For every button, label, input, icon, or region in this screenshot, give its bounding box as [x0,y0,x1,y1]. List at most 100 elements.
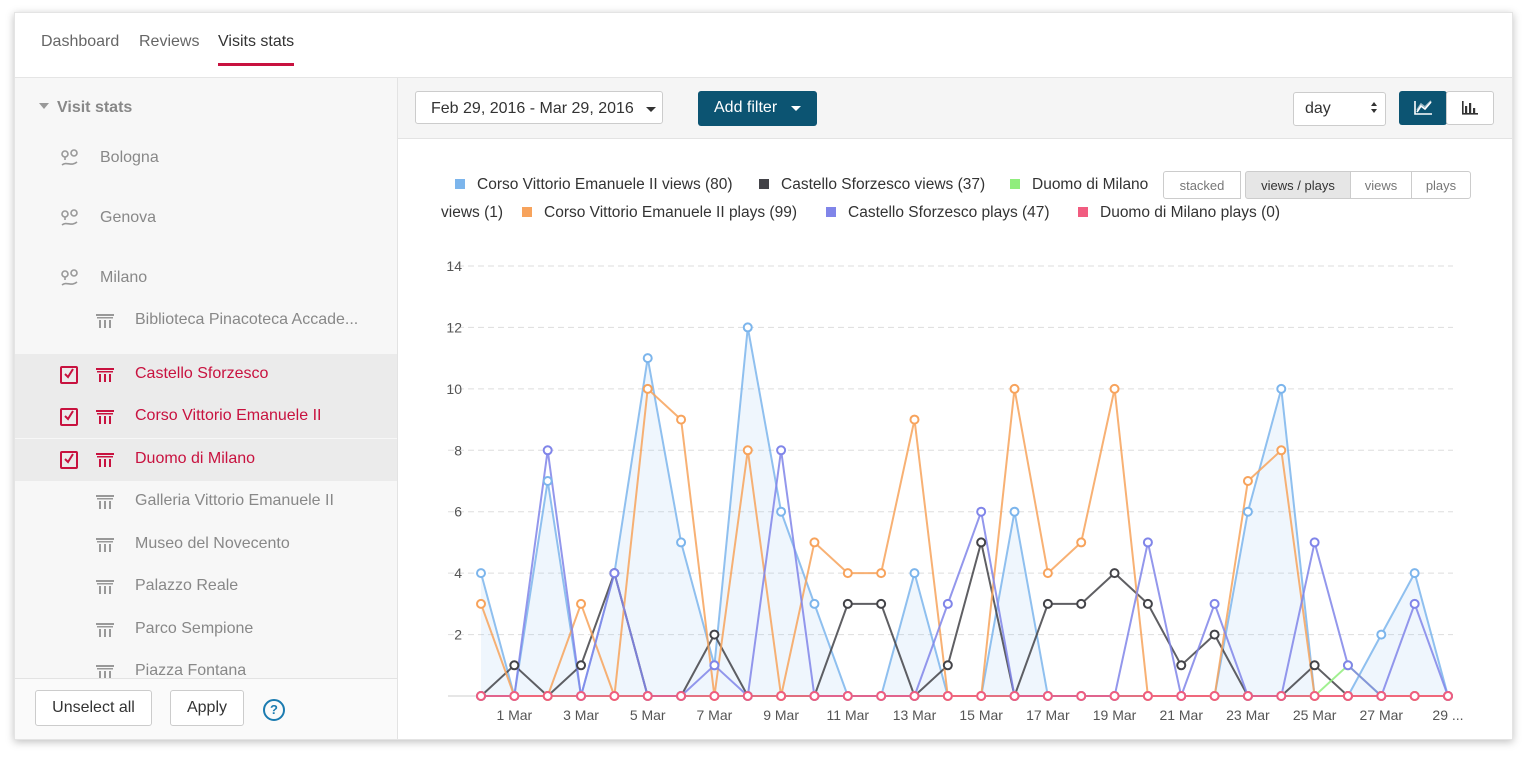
tab-dashboard[interactable]: Dashboard [41,33,120,50]
data-point [876,598,887,609]
sort-down-icon [1371,109,1377,113]
sidebar-place-biblioteca[interactable]: Biblioteca Pinacoteca Accade... [15,300,397,342]
data-point [509,660,520,671]
data-point [642,383,653,394]
data-point [1409,568,1420,579]
series-area [481,327,1448,696]
checkbox-checked-icon[interactable] [60,408,78,426]
data-point [709,629,720,640]
y-tick-label: 6 [454,504,462,520]
sidebar-place-museo[interactable]: Museo del Novecento [15,524,397,566]
data-point [1409,691,1420,701]
app-window: Dashboard Reviews Visits stats Visit sta… [14,12,1513,740]
data-point [1009,691,1020,701]
data-point [1142,691,1153,701]
legend-item-duomo-views[interactable]: Duomo di Milano [1010,176,1148,194]
line-chart-view-button[interactable] [1399,91,1447,125]
sidebar-footer: Unselect all Apply ? [15,678,397,739]
granularity-select[interactable]: day [1293,92,1386,126]
legend-item-duomo-plays[interactable]: Duomo di Milano plays (0) [1078,204,1280,222]
legend-swatch [522,206,532,217]
legend-label: Castello Sforzesco views (37) [781,176,986,193]
data-point [642,353,653,364]
sidebar-item-label: Duomo di Milano [135,450,256,467]
data-point [1276,383,1287,394]
add-filter-button[interactable]: Add filter [698,91,817,126]
mode-views-button[interactable]: views [1350,171,1412,199]
visit-stats-group-header[interactable]: Visit stats [39,99,132,117]
sidebar-item-bologna[interactable]: Bologna [15,138,397,180]
date-range-picker[interactable]: Feb 29, 2016 - Mar 29, 2016 [415,91,663,124]
sidebar: Visit stats Bologna Genova Milano Biblio… [15,78,398,739]
data-point [876,568,887,579]
y-tick-label: 2 [454,627,462,643]
sidebar-place-parco[interactable]: Parco Sempione [15,609,397,651]
data-point [576,660,587,671]
data-point [842,598,853,609]
sidebar-place-galleria[interactable]: Galleria Vittorio Emanuele II [15,481,397,523]
legend-item-corso-plays[interactable]: Corso Vittorio Emanuele II plays (99) [522,204,797,222]
sidebar-place-piazza[interactable]: Piazza Fontana [15,651,397,693]
tab-visits-stats[interactable]: Visits stats [218,33,295,66]
data-point [1376,629,1387,640]
data-point [942,691,953,701]
legend-label: Duomo di Milano plays (0) [1100,204,1281,221]
data-point [976,506,987,517]
data-point [1042,568,1053,579]
mode-stacked-button[interactable]: stacked [1163,171,1241,199]
data-point [1176,660,1187,671]
x-tick-label: 27 Mar [1360,707,1404,723]
sidebar-header-label: Visit stats [57,99,133,116]
data-point [842,691,853,701]
sidebar-item-milano[interactable]: Milano [15,258,397,300]
top-tab-bar: Dashboard Reviews Visits stats [15,13,1512,78]
data-point [542,445,553,456]
sidebar-place-corso-vittorio[interactable]: Corso Vittorio Emanuele II [15,396,397,438]
data-point [509,691,520,701]
data-point [842,568,853,579]
unselect-all-button[interactable]: Unselect all [35,690,152,726]
data-point [1076,691,1087,701]
x-tick-label: 7 Mar [697,707,733,723]
checkbox-checked-icon[interactable] [60,451,78,469]
caret-down-icon [646,107,656,112]
sidebar-item-genova[interactable]: Genova [15,198,397,240]
legend-swatch [759,178,769,189]
data-point [1009,506,1020,517]
x-tick-label: 5 Mar [630,707,666,723]
data-point [1109,568,1120,579]
data-point [776,691,787,701]
data-point [1176,691,1187,701]
help-icon[interactable]: ? [263,699,285,721]
legend-item-corso-views[interactable]: Corso Vittorio Emanuele II views (80) [455,176,733,194]
sidebar-place-palazzo[interactable]: Palazzo Reale [15,566,397,608]
legend-item-castello-plays[interactable]: Castello Sforzesco plays (47) [826,204,1050,222]
data-point [1309,660,1320,671]
y-tick-label: 8 [454,442,462,458]
checkbox-checked-icon[interactable] [60,366,78,384]
apply-button[interactable]: Apply [170,690,244,726]
sidebar-place-castello-sforzesco[interactable]: Castello Sforzesco [15,354,397,396]
monument-icon [94,661,116,683]
sidebar-item-label: Parco Sempione [135,620,254,637]
data-point [1276,445,1287,456]
legend-label: Duomo di Milano [1032,176,1149,193]
tab-reviews[interactable]: Reviews [139,33,200,50]
sidebar-place-duomo[interactable]: Duomo di Milano [15,439,397,481]
data-point [576,598,587,609]
legend-item-castello-views[interactable]: Castello Sforzesco views (37) [759,176,985,194]
sidebar-item-label: Corso Vittorio Emanuele II [135,407,322,424]
mode-plays-button[interactable]: plays [1411,171,1471,199]
data-point [1109,691,1120,701]
bar-chart-view-button[interactable] [1446,91,1494,125]
data-point [1142,537,1153,548]
mode-views-plays-button[interactable]: views / plays [1245,171,1351,199]
sort-up-icon [1371,102,1377,106]
bar-chart-icon [1462,101,1478,115]
data-point [609,568,620,579]
data-point [942,660,953,671]
data-point [976,537,987,548]
x-tick-label: 15 Mar [959,707,1003,723]
data-point [1209,629,1220,640]
sidebar-item-label: Piazza Fontana [135,662,247,679]
